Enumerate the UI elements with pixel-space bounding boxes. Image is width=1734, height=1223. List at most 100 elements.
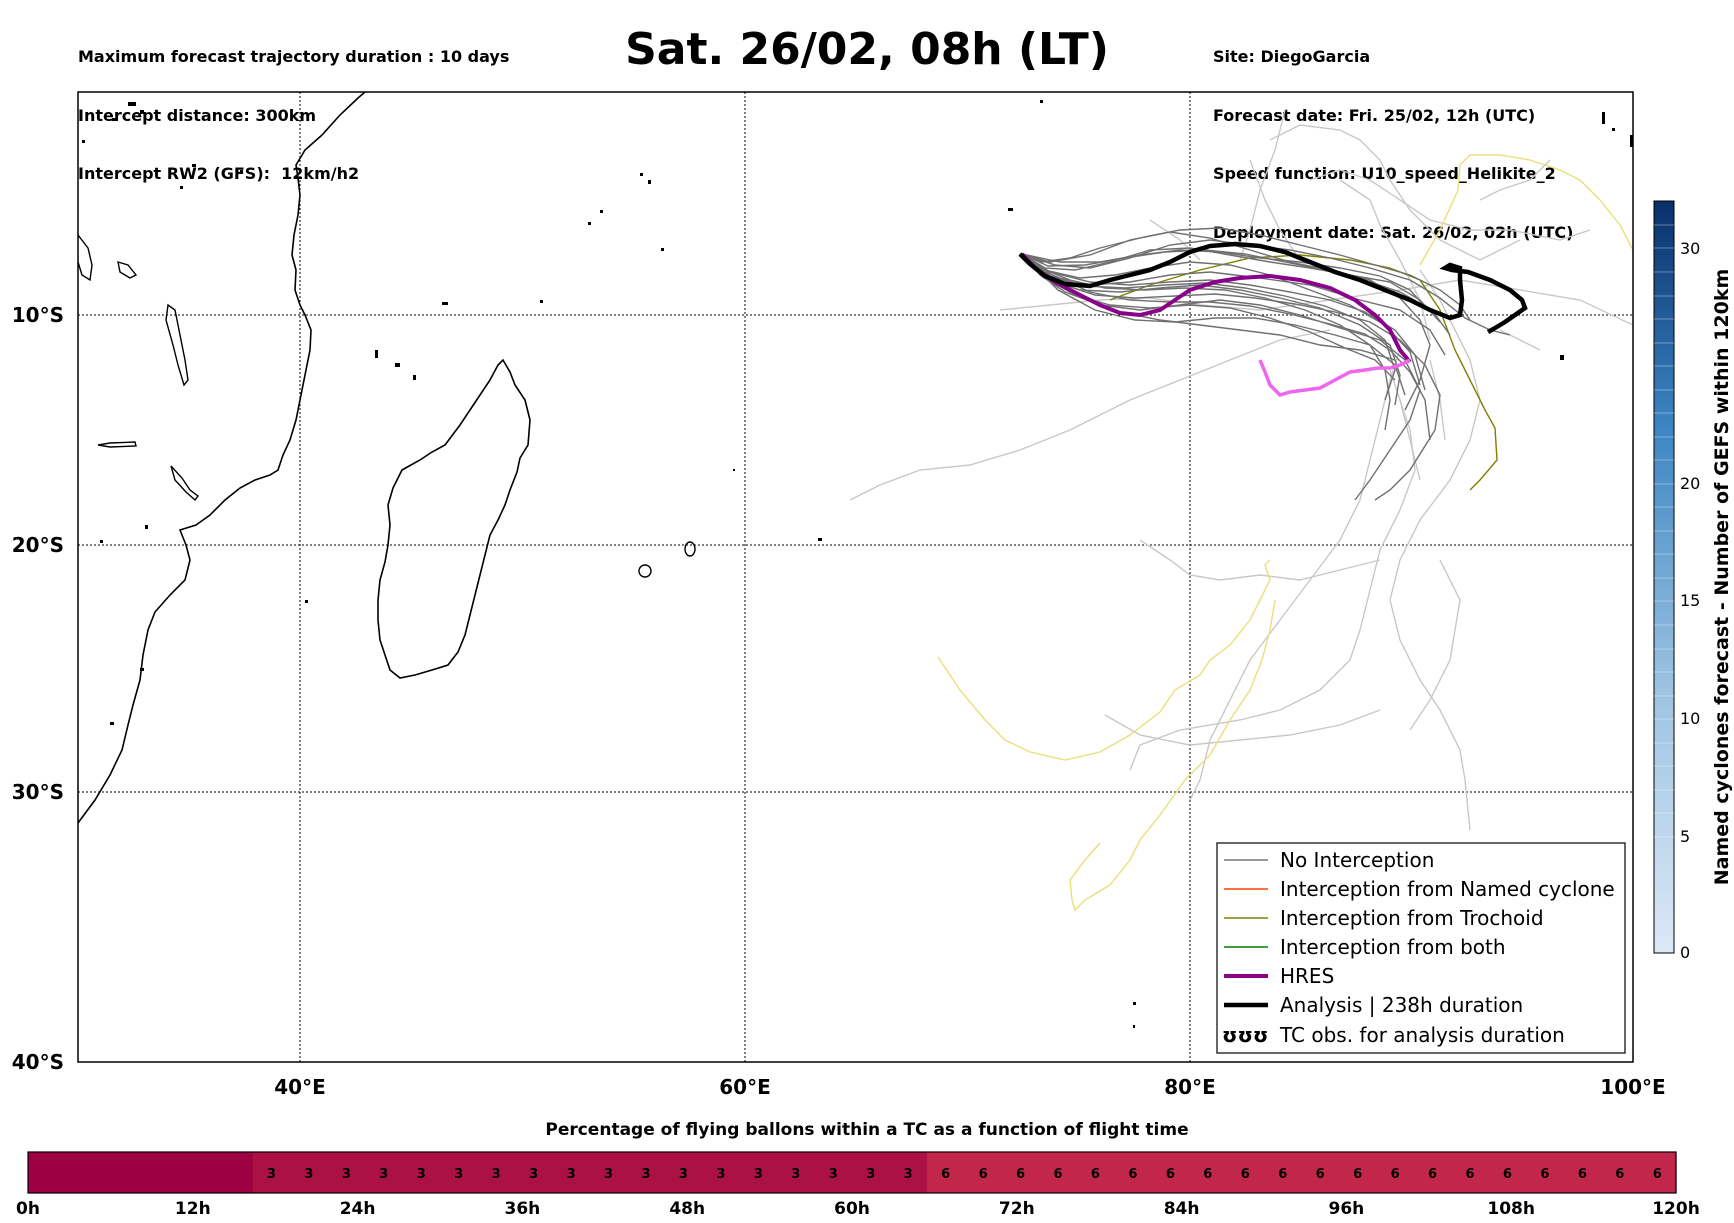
flight-time-bar: 3 3 3 3 3 3 3 3 3 3 3 3 3 3 3 3 3 3 6 6 6 6 6 6 6 6 6 6 6 6 6 6 6 6 6 6 6 6 bbox=[28, 1152, 1677, 1193]
flight-bar-cell-value: 3 bbox=[567, 1167, 576, 1182]
analysis-trajectory bbox=[1018, 241, 1528, 334]
site-info: Site: DiegoGarcia Forecast date: Fri. 25… bbox=[1213, 8, 1573, 262]
flight-bar-cell-value: 6 bbox=[1615, 1167, 1624, 1182]
max-duration-text: Maximum forecast trajectory duration : 1… bbox=[78, 47, 510, 66]
legend-label-analysis: Analysis | 238h duration bbox=[1280, 993, 1523, 1017]
flight-time-label: 48h bbox=[669, 1199, 705, 1219]
legend-label-tc-obs: TC obs. for analysis duration bbox=[1279, 1023, 1565, 1047]
lon-label-80e: 80°E bbox=[1164, 1075, 1216, 1099]
flight-bar-cell bbox=[814, 1152, 853, 1193]
flight-bar-cell-value: 6 bbox=[1241, 1167, 1250, 1182]
colorbar: 0 5 10 15 20 30 Named cyclones forecast … bbox=[1653, 200, 1733, 962]
flight-bar-cell-value: 3 bbox=[267, 1167, 276, 1182]
flight-time-label: 84h bbox=[1164, 1199, 1200, 1219]
flight-bar-cell bbox=[402, 1152, 441, 1193]
flight-bar-cell bbox=[1114, 1152, 1153, 1193]
flight-bar-cell-value: 6 bbox=[1016, 1167, 1025, 1182]
flight-bar-cell-value: 6 bbox=[1465, 1167, 1474, 1182]
lat-label-20s: 20°S bbox=[12, 533, 64, 557]
flight-time-label: 24h bbox=[340, 1199, 376, 1219]
map-title: Sat. 26/02, 08h (LT) bbox=[625, 24, 1109, 75]
colorbar-label: Named cyclones forecast - Number of GEFS… bbox=[1711, 269, 1733, 886]
flight-bar-cell bbox=[440, 1152, 479, 1193]
flight-bar-cell bbox=[889, 1152, 928, 1193]
yellow-trajectories bbox=[937, 154, 1633, 912]
flight-bar-cell bbox=[28, 1152, 67, 1193]
island-mauritius bbox=[684, 541, 696, 557]
flight-bar-cell bbox=[739, 1152, 778, 1193]
flight-bar-cell bbox=[365, 1152, 404, 1193]
hres-trajectory bbox=[1020, 252, 1412, 364]
colorbar-tick-10: 10 bbox=[1680, 709, 1700, 728]
legend-label-both: Interception from both bbox=[1280, 935, 1506, 959]
flight-bar-cell-value: 3 bbox=[604, 1167, 613, 1182]
flight-bar-cell-value: 6 bbox=[979, 1167, 988, 1182]
flight-bar-cell-value: 6 bbox=[1203, 1167, 1212, 1182]
flight-bar-cell bbox=[1151, 1152, 1190, 1193]
flight-bar-cell-value: 3 bbox=[679, 1167, 688, 1182]
flight-bar-cell bbox=[1226, 1152, 1265, 1193]
flight-time-label: 60h bbox=[834, 1199, 870, 1219]
flight-bar-cell-value: 3 bbox=[641, 1167, 650, 1182]
lake-1 bbox=[165, 303, 189, 387]
flight-bar-cell-value: 6 bbox=[1653, 1167, 1662, 1182]
flight-bar-cell-value: 6 bbox=[1278, 1167, 1287, 1182]
flight-bar-cell bbox=[1076, 1152, 1115, 1193]
flight-bar-cell-value: 3 bbox=[791, 1167, 800, 1182]
flight-bar-cell bbox=[290, 1152, 329, 1193]
flight-bar-cell bbox=[1301, 1152, 1340, 1193]
colorbar-tick-0: 0 bbox=[1680, 943, 1690, 962]
tc-obs-symbol-icon: ʊʊʊ bbox=[1222, 1023, 1268, 1047]
flight-bar-cell bbox=[327, 1152, 366, 1193]
flight-bar-cell bbox=[589, 1152, 628, 1193]
flight-bar-cell bbox=[1039, 1152, 1078, 1193]
flight-bar-cell-value: 6 bbox=[1391, 1167, 1400, 1182]
flight-bar-cell bbox=[1264, 1152, 1303, 1193]
island-1 bbox=[78, 234, 93, 282]
flight-time-label: 72h bbox=[999, 1199, 1035, 1219]
lake-2 bbox=[170, 465, 199, 502]
flight-bar-cell-value: 6 bbox=[1578, 1167, 1587, 1182]
flight-bar-cell bbox=[1451, 1152, 1490, 1193]
flight-bar-cell-value: 6 bbox=[1316, 1167, 1325, 1182]
flight-bar-cell-value: 6 bbox=[1128, 1167, 1137, 1182]
light-grey-trajectories bbox=[849, 109, 1633, 831]
colorbar-tick-15: 15 bbox=[1680, 591, 1700, 610]
flight-time-label: 36h bbox=[505, 1199, 541, 1219]
flight-bar-cell bbox=[140, 1152, 179, 1193]
flight-bar-cell bbox=[964, 1152, 1003, 1193]
flight-bar-title: Percentage of flying ballons within a TC… bbox=[545, 1120, 1189, 1140]
flight-bar-cell-value: 6 bbox=[1540, 1167, 1549, 1182]
flight-bar-cell-value: 3 bbox=[454, 1167, 463, 1182]
flight-bar-cell bbox=[1488, 1152, 1527, 1193]
flight-bar-cell bbox=[1413, 1152, 1452, 1193]
colorbar-gradient bbox=[1653, 200, 1675, 954]
flight-time-label: 96h bbox=[1329, 1199, 1365, 1219]
flight-bar-cell-value: 6 bbox=[1353, 1167, 1362, 1182]
flight-bar-cell-value: 3 bbox=[754, 1167, 763, 1182]
flight-bar-cell bbox=[177, 1152, 216, 1193]
forecast-date-text: Forecast date: Fri. 25/02, 12h (UTC) bbox=[1213, 105, 1536, 125]
flight-bar-cell bbox=[215, 1152, 254, 1193]
flight-bar-cell-value: 3 bbox=[829, 1167, 838, 1182]
madagascar bbox=[377, 358, 531, 679]
flight-time-label: 120h bbox=[1652, 1199, 1700, 1219]
island-comoros bbox=[97, 441, 137, 448]
flight-bar-cell bbox=[514, 1152, 553, 1193]
flight-bar-cell bbox=[1001, 1152, 1040, 1193]
flight-bar-cell bbox=[477, 1152, 516, 1193]
colorbar-bands bbox=[1654, 224, 1674, 838]
flight-bar-cell-value: 3 bbox=[492, 1167, 501, 1182]
flight-bar-cell bbox=[852, 1152, 891, 1193]
lon-label-40e: 40°E bbox=[274, 1075, 326, 1099]
flight-bar-cell bbox=[1563, 1152, 1602, 1193]
flight-bar-cell-value: 3 bbox=[866, 1167, 875, 1182]
flight-bar-cell-value: 3 bbox=[904, 1167, 913, 1182]
flight-bar-cell bbox=[1376, 1152, 1415, 1193]
speed-function-text: Speed function: U10_speed_Helikite_2 bbox=[1213, 164, 1556, 183]
longitude-labels: 40°E 60°E 80°E 100°E bbox=[274, 1075, 1665, 1099]
flight-bar-cell bbox=[702, 1152, 741, 1193]
legend-box bbox=[1216, 842, 1626, 1054]
flight-bar-cell bbox=[664, 1152, 703, 1193]
flight-bar-cell-value: 3 bbox=[716, 1167, 725, 1182]
